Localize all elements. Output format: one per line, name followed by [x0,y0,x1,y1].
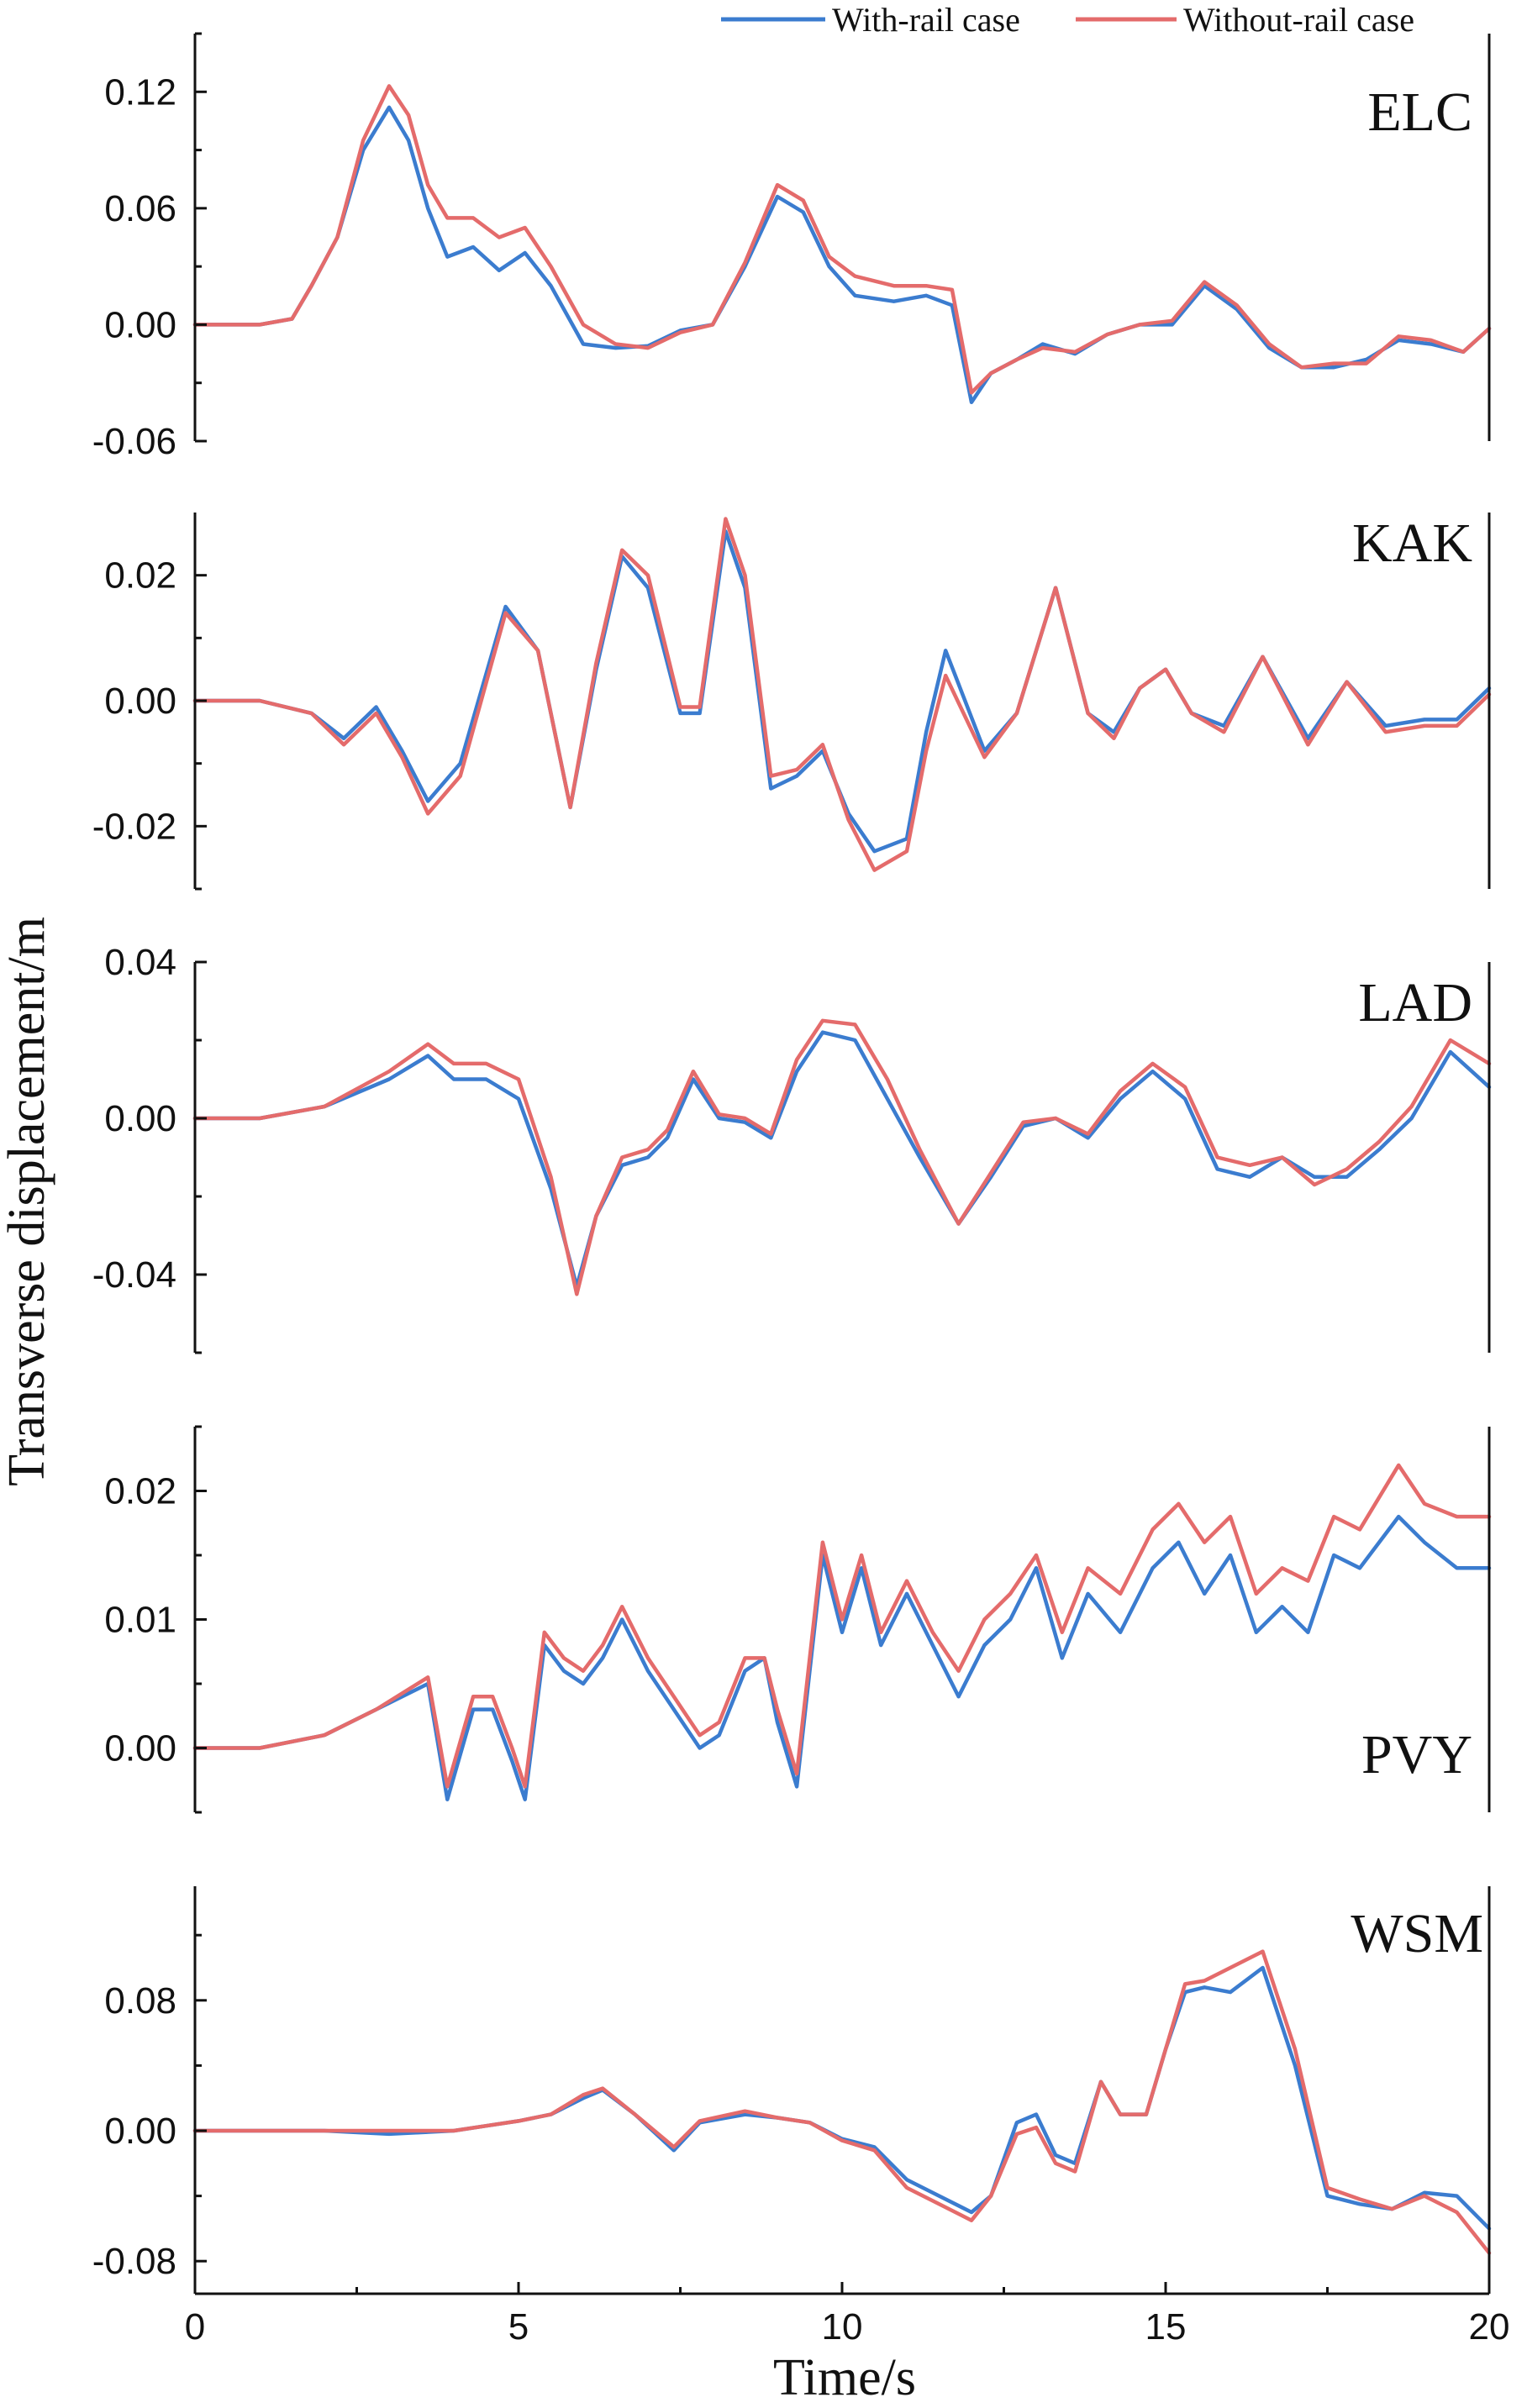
legend: With-rail case Without-rail case [721,1,1414,39]
x-tick-label: 10 [822,2306,863,2348]
series-without-rail-lad [192,1018,1492,1296]
y-tick-label-lad: 0.04 [104,942,176,983]
panel-wsm: -0.08 0.00 0.08 0 5 10 15 20 WSM [92,1886,1510,2348]
y-tick-label-lad: -0.04 [92,1254,176,1296]
y-tick-label-pvy: 0.00 [104,1728,176,1769]
y-tick-label-pvy: 0.02 [104,1471,176,1512]
y-tick-label-wsm: 0.08 [104,1980,176,2022]
series-without-rail-elc [192,84,1492,395]
y-tick-label-pvy: 0.01 [104,1600,176,1641]
y-tick-label-wsm: -0.08 [92,2241,176,2282]
panel-label-pvy: PVY [1361,1724,1472,1785]
chart-panels: -0.060.000.060.12 ELC-0.020.000.02KAK-0.0… [92,32,1510,2348]
panel-label-elc: ELC [1367,81,1472,143]
legend-label-without-rail: Without-rail case [1183,1,1414,39]
series-without-rail-pvy [192,1463,1492,1789]
x-axis-title: Time/s [773,2349,916,2406]
y-axis-title: Transverse displacement/m [0,917,55,1486]
series-without-rail-wsm [192,1949,1492,2255]
x-tick-label: 15 [1145,2306,1187,2348]
x-tick-label: 20 [1469,2306,1510,2348]
panel-kak: -0.02 0.00 0.02 KAK [92,513,1492,891]
y-tick-label-kak: 0.02 [104,555,176,597]
series-without-rail-kak [192,517,1492,872]
y-tick-label-elc: 0.12 [104,71,176,113]
x-tick-label: 0 [185,2306,205,2348]
legend-label-with-rail: With-rail case [832,1,1020,39]
series-with-rail-pvy [192,1514,1492,1801]
y-tick-label-kak: 0.00 [104,681,176,722]
y-tick-label-elc: 0.06 [104,188,176,229]
panel-pvy: 0.00 0.01 0.02 PVY [104,1425,1492,1814]
series-with-rail-lad [192,1030,1492,1289]
y-tick-label-elc: 0.00 [104,304,176,345]
x-tick-label: 5 [508,2306,529,2348]
y-tick-label-wsm: 0.00 [104,2111,176,2152]
panel-lad: -0.04 0.00 0.04 LAD [92,942,1492,1354]
series-with-rail-wsm [192,1965,1492,2231]
y-tick-label-elc: -0.06 [92,421,176,462]
panel-label-lad: LAD [1358,972,1472,1033]
panel-elc: -0.06 0.00 0.06 0.12 ELC [92,32,1492,462]
y-tick-label-kak: -0.02 [92,806,176,847]
panel-label-wsm: WSM [1351,1903,1483,1964]
panel-label-kak: KAK [1352,513,1472,574]
series-with-rail-elc [192,105,1492,405]
y-tick-label-lad: 0.00 [104,1098,176,1139]
